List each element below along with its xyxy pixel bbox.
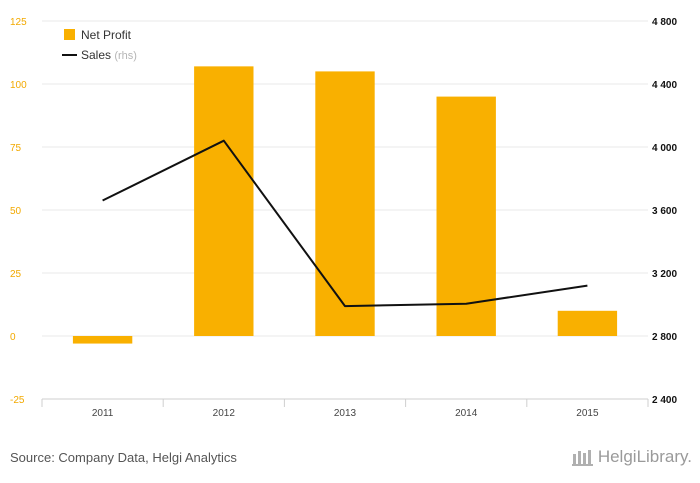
- x-tick-label: 2015: [576, 408, 599, 419]
- left-tick-label: 125: [10, 17, 27, 28]
- x-tick-label: 2011: [92, 408, 114, 419]
- right-tick-label: 3 200: [652, 269, 677, 280]
- net-profit-bar: [315, 71, 375, 337]
- legend-label-sales: Sales (rhs): [81, 48, 137, 62]
- net-profit-bar: [557, 310, 618, 336]
- brand-name: HelgiLibrary.: [597, 447, 692, 466]
- legend-label-net-profit: Net Profit: [81, 28, 132, 42]
- brand-logo: HelgiLibrary.: [571, 447, 692, 467]
- legend-label-sales-suffix: (rhs): [114, 50, 137, 62]
- net-profit-bar: [72, 336, 133, 344]
- net-profit-bar: [194, 66, 254, 337]
- legend: Net Profit Sales (rhs): [62, 28, 137, 62]
- left-tick-label: 75: [10, 143, 22, 154]
- x-tick-label: 2012: [213, 408, 236, 419]
- x-tick-label: 2013: [334, 408, 357, 419]
- library-icon: [571, 450, 593, 466]
- right-tick-label: 3 600: [652, 206, 677, 217]
- left-tick-label: 50: [10, 206, 22, 217]
- left-tick-label: 0: [10, 332, 16, 343]
- right-tick-label: 4 000: [652, 143, 677, 154]
- axes: -25 0 25 50 75 100 125 2 400 2 800 3 200 3 600 4 00…: [10, 17, 677, 419]
- left-tick-label: -25: [10, 395, 25, 406]
- legend-swatch-net-profit: [64, 29, 75, 40]
- combo-chart: -25 0 25 50 75 100 125 2 400 2 800 3 200 3 600 4 00…: [10, 17, 677, 419]
- left-tick-label: 25: [10, 269, 22, 280]
- left-tick-label: 100: [10, 80, 27, 91]
- right-tick-label: 4 800: [652, 17, 677, 28]
- right-tick-label: 2 400: [652, 395, 677, 406]
- right-tick-label: 4 400: [652, 80, 677, 91]
- source-note: Source: Company Data, Helgi Analytics: [10, 450, 237, 465]
- x-tick-label: 2014: [455, 408, 478, 419]
- sales-line-group: [102, 139, 588, 308]
- sales-line: [102, 139, 588, 308]
- net-profit-bar: [436, 96, 496, 336]
- right-tick-label: 2 800: [652, 332, 677, 343]
- net-profit-bars: [72, 66, 618, 344]
